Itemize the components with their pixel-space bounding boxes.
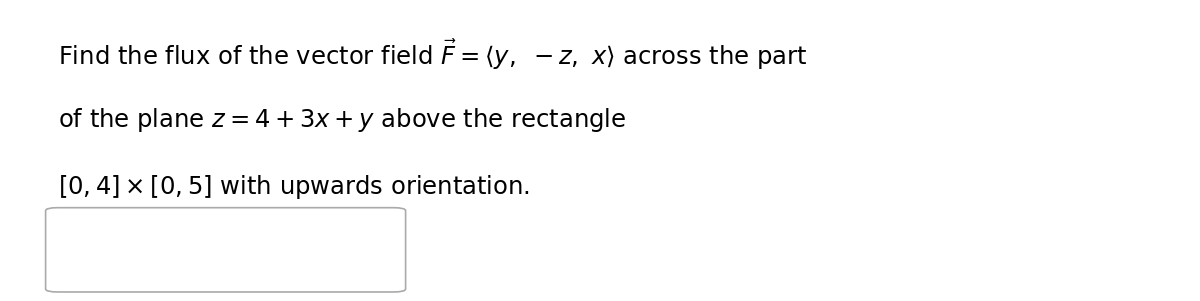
- Text: $[0, 4] \times [0, 5]$ with upwards orientation.: $[0, 4] \times [0, 5]$ with upwards orie…: [58, 172, 529, 201]
- Text: Find the flux of the vector field $\vec{F} = \langle y,\ -z,\ x\rangle$ across t: Find the flux of the vector field $\vec{…: [58, 37, 806, 72]
- FancyBboxPatch shape: [46, 208, 406, 292]
- Text: of the plane $z = 4 + 3x + y$ above the rectangle: of the plane $z = 4 + 3x + y$ above the …: [58, 106, 626, 135]
